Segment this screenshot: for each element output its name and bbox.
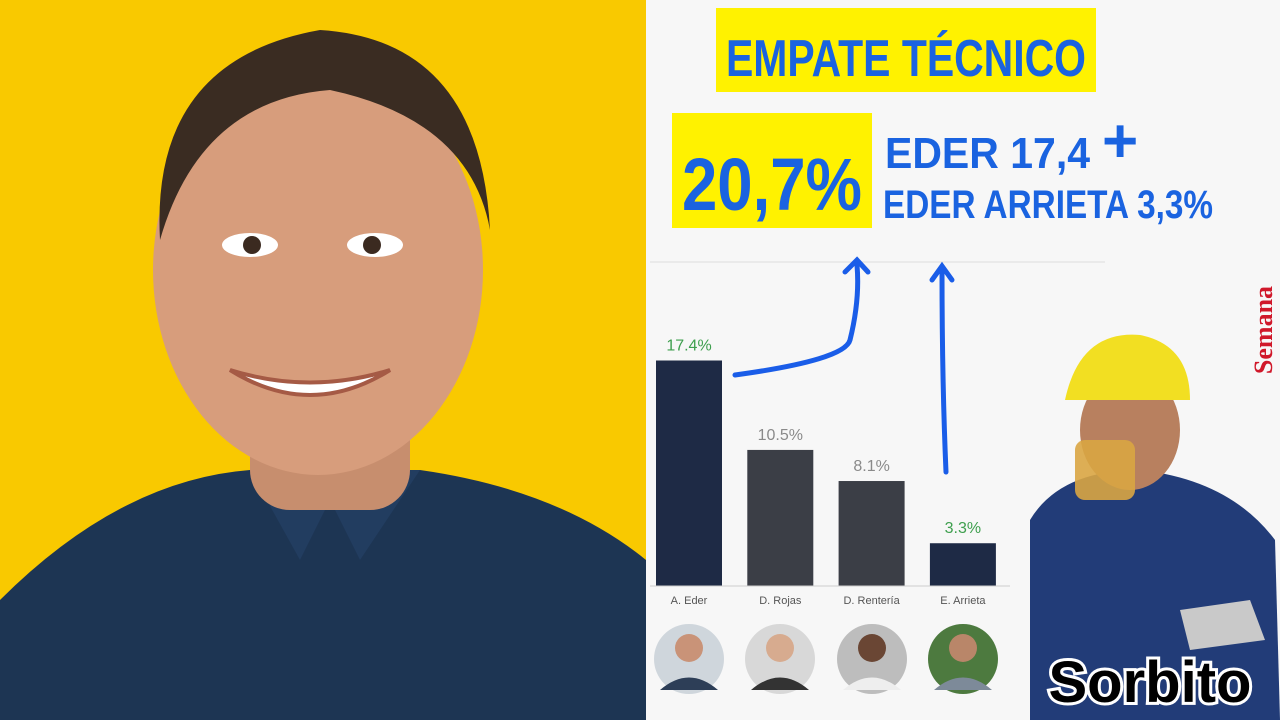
bar	[929, 543, 996, 586]
source-label: Semana	[1249, 286, 1278, 374]
avatars	[654, 624, 998, 694]
arrows	[732, 256, 955, 475]
plus-sign: +	[1102, 107, 1138, 176]
bar	[747, 449, 814, 586]
sorbito-photo	[1030, 334, 1280, 720]
bar	[838, 481, 905, 586]
value-label: 8.1%	[853, 458, 889, 475]
value-label: 17.4%	[666, 337, 711, 354]
bar	[656, 360, 722, 586]
x-tick-label: D. Rojas	[759, 595, 802, 607]
x-tick-label: D. Rentería	[843, 595, 900, 607]
x-tick-label: A. Eder	[671, 595, 708, 607]
x-tick-label: E. Arrieta	[940, 595, 986, 607]
headline: EMPATE TÉCNICO	[726, 30, 1086, 88]
detail-line-1: EDER 17,4	[885, 129, 1090, 178]
total: 20,7%	[682, 143, 862, 226]
headline-box	[716, 8, 1096, 92]
value-label: 10.5%	[758, 427, 803, 444]
detail-line-2: EDER ARRIETA 3,3%	[883, 183, 1213, 227]
tag-label: Sorbito	[1049, 650, 1252, 715]
total-box	[672, 113, 872, 228]
candidate-photo	[0, 30, 646, 720]
value-label: 3.3%	[945, 520, 981, 537]
